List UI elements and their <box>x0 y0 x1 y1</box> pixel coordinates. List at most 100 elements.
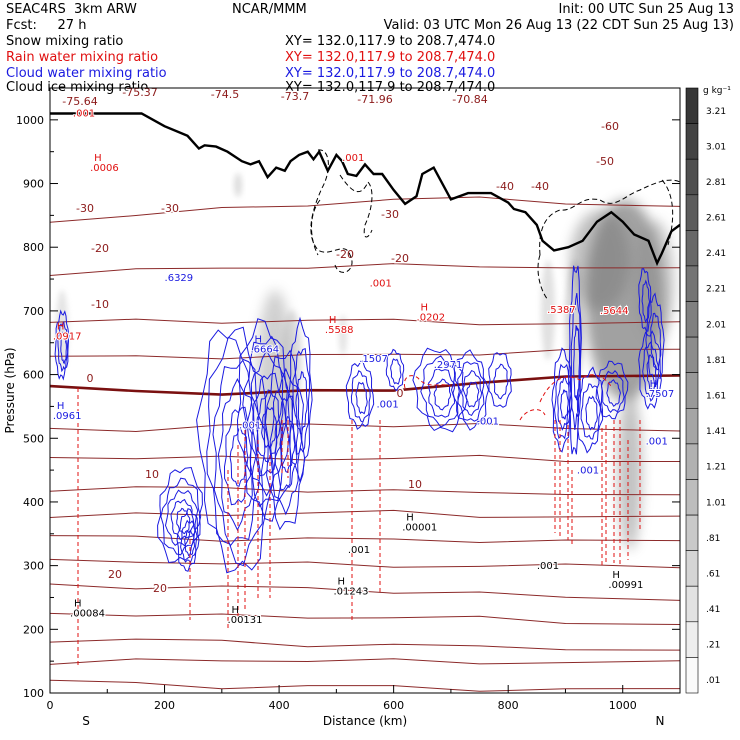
extremum-marker: H <box>329 315 337 326</box>
cloud-water-contour <box>638 330 662 410</box>
colorbar-label: .21 <box>706 641 720 651</box>
extremum-marker: H <box>94 153 102 164</box>
temperature-contour <box>50 196 680 223</box>
cloud-water-contour <box>488 352 512 408</box>
cloud-water-contour <box>606 379 621 407</box>
cloud-ice-contour <box>311 199 321 256</box>
temperature-label: -73.7 <box>281 90 309 103</box>
temperature-contour <box>50 263 680 276</box>
cloud-water-contour <box>184 529 196 557</box>
cloud-water-contour <box>585 395 598 431</box>
temperature-label: -10 <box>91 298 109 311</box>
contour-value-label: .0917 <box>53 332 82 343</box>
colorbar-label: 1.21 <box>706 463 726 473</box>
temperature-label: -20 <box>91 242 109 255</box>
extremum-marker: H <box>406 513 414 524</box>
cloud-water-contour <box>493 363 509 400</box>
cloud-water-contour <box>287 316 313 484</box>
cloud-water-contour <box>412 347 468 433</box>
contour-value-label: .0202 <box>417 312 446 323</box>
cloud-water-contour <box>60 331 67 365</box>
colorbar-label: 1.81 <box>706 356 726 366</box>
extremum-marker: H <box>74 599 82 610</box>
colorbar-cell <box>685 158 699 196</box>
temperature-label: 20 <box>153 582 167 595</box>
contour-value-label: .2971 <box>434 360 463 371</box>
cloud-water-contour <box>573 324 580 402</box>
cloud-water-contour <box>638 268 652 332</box>
cloud-water-contour <box>645 292 665 388</box>
temperature-contour <box>50 348 680 360</box>
contour-value-label: .0961 <box>53 411 82 422</box>
colorbar-label: 1.41 <box>706 427 726 437</box>
y-tick-label: 700 <box>23 305 44 318</box>
colorbar-label: 3.21 <box>706 107 726 117</box>
x-tick-label: 400 <box>269 699 290 712</box>
temperature-label: -20 <box>391 252 409 265</box>
cloud-water-contour <box>242 335 290 508</box>
cloud-water-contour <box>255 389 281 463</box>
contour-value-label: .00991 <box>608 580 643 591</box>
cloud-water-contour <box>576 366 604 454</box>
y-tick-label: 900 <box>23 178 44 191</box>
cloud-water-contour <box>251 372 284 477</box>
header-valid: Valid: 03 UTC Mon 26 Aug 13 (22 CDT Sun … <box>383 18 734 33</box>
colorbar-label: 1.01 <box>706 498 726 508</box>
contour-value-label: .001 <box>342 153 364 164</box>
x-tick-label: 0 <box>47 699 54 712</box>
temperature-label: -50 <box>596 155 614 168</box>
cloud-water-contour <box>428 368 456 418</box>
contour-value-label: .6664 <box>250 344 279 355</box>
contour-value-label: .001 <box>73 109 95 120</box>
colorbar-label: 2.01 <box>706 320 726 330</box>
colorbar-cell <box>685 443 699 480</box>
temperature-label: -70.84 <box>452 93 487 106</box>
y-tick-label: 300 <box>23 560 44 573</box>
cloud-water-contour <box>229 428 249 487</box>
x-end-label-south: S <box>82 714 90 728</box>
contour-value-label: .00084 <box>70 609 105 620</box>
colorbar-cell <box>685 621 699 658</box>
y-tick-label: 400 <box>23 496 44 509</box>
contour-value-label: .01243 <box>334 586 369 597</box>
colorbar-label: 2.41 <box>706 249 726 259</box>
extremum-marker: H <box>57 322 65 333</box>
snow-shade-blob <box>570 210 630 310</box>
temperature-contour <box>50 422 680 433</box>
cloud-water-contour <box>650 312 662 371</box>
cloud-water-contour <box>176 507 191 535</box>
temperature-contour <box>50 583 680 601</box>
cloud-water-contour <box>641 279 651 324</box>
snow-shade-blob <box>618 390 642 550</box>
cloud-water-contour <box>457 361 485 422</box>
header-forecast: Fcst: 27 h <box>6 18 87 33</box>
temperature-contour <box>50 454 680 462</box>
y-tick-label: 600 <box>23 369 44 382</box>
temperature-label: 20 <box>108 568 122 581</box>
x-tick-label: 200 <box>154 699 175 712</box>
plot-frame <box>49 87 681 694</box>
cloud-water-contour <box>160 477 202 556</box>
colorbar-label: 2.21 <box>706 285 726 295</box>
x-end-label-north: N <box>656 714 665 728</box>
colorbar-label: .41 <box>706 605 720 615</box>
cloud-water-contour <box>212 359 261 547</box>
contour-value-label: .001 <box>477 416 499 427</box>
colorbar-cell <box>685 230 699 267</box>
y-tick-label: 500 <box>23 432 44 445</box>
y-tick-label: 800 <box>23 241 44 254</box>
cloud-water-contour <box>390 358 402 385</box>
extremum-marker: H <box>232 605 240 616</box>
contour-value-label: .00001 <box>402 523 437 534</box>
colorbar-cell <box>685 407 699 445</box>
cloud-water-contour <box>420 355 462 428</box>
contour-value-label: .0006 <box>90 163 119 174</box>
colorbar: 3.21 3.01 2.81 2.61 2.41 2.21 2.01 1.81 1.61 1.41… <box>685 86 731 694</box>
temperature-label: 10 <box>408 478 422 491</box>
cloud-water-contour <box>261 406 277 449</box>
colorbar-cell <box>685 585 699 623</box>
cloud-water-contour <box>264 349 306 531</box>
contour-value-label: .1507 <box>359 354 388 365</box>
temperature-label: 10 <box>145 468 159 481</box>
temperature-contour <box>50 535 680 544</box>
